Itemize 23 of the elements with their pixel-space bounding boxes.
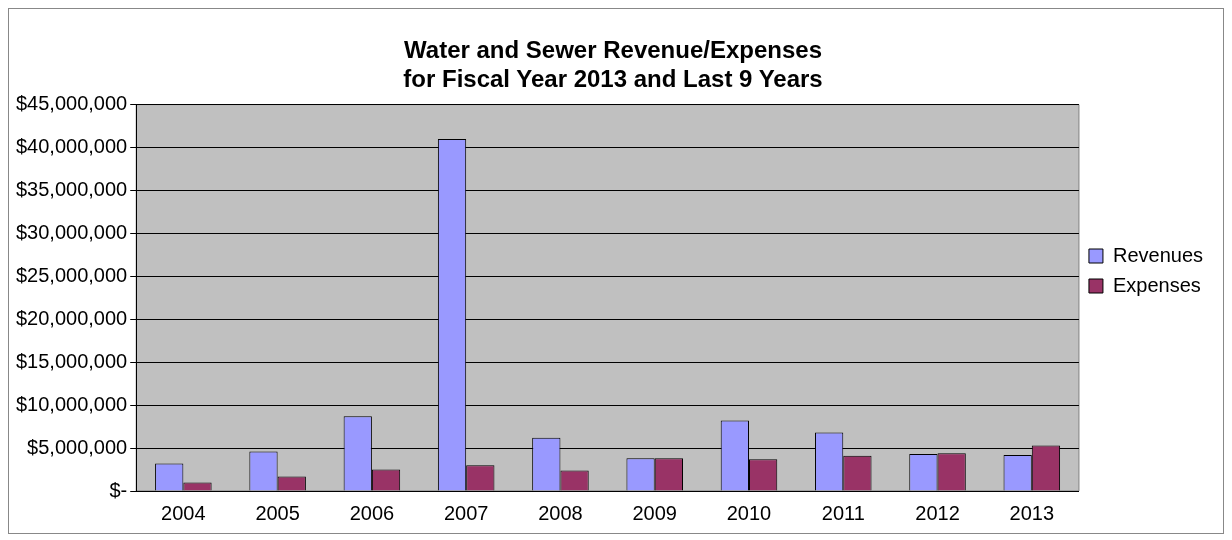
x-tick-label: 2007	[443, 501, 489, 524]
y-tick-label: $5,000,000	[27, 435, 128, 458]
legend-label: Revenues	[1112, 243, 1203, 266]
y-tick-label: $35,000,000	[15, 177, 128, 200]
x-tick-label: 2008	[538, 501, 583, 524]
x-tick-label: 2006	[349, 501, 395, 524]
y-tick-label: $30,000,000	[15, 220, 128, 243]
y-tick-label: $45,000,000	[15, 92, 128, 115]
x-tick-label: 2011	[821, 501, 865, 524]
x-tick-label: 2009	[632, 501, 677, 524]
x-tick-label: 2013	[1009, 501, 1055, 524]
y-tick-label: $10,000,000	[15, 392, 128, 415]
x-tick-label: 2005	[255, 501, 300, 524]
y-tick-label: $40,000,000	[15, 135, 128, 158]
y-tick-label: $25,000,000	[15, 263, 128, 286]
x-tick-label: 2012	[915, 501, 960, 524]
y-tick-label: $15,000,000	[15, 349, 128, 372]
y-tick-label: $-	[109, 478, 128, 501]
legend-label: Expenses	[1112, 273, 1201, 296]
x-tick-label: 2010	[726, 501, 772, 524]
x-tick-label: 2004	[161, 501, 206, 524]
chart-title: Water and Sewer Revenue/Expenses for Fiscal Year 2013 and Last 9 Years	[403, 36, 823, 92]
y-tick-label: $20,000,000	[15, 306, 128, 329]
